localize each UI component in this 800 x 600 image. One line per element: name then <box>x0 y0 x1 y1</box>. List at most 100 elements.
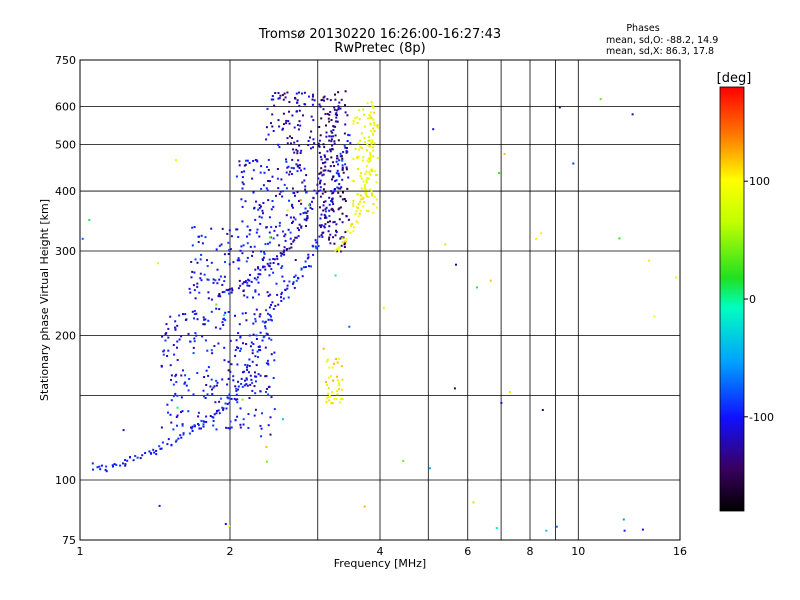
data-point <box>365 181 368 184</box>
data-point <box>270 396 273 399</box>
data-point <box>193 337 196 340</box>
data-point <box>319 206 321 209</box>
data-point <box>251 360 254 363</box>
data-point <box>281 195 284 198</box>
data-point <box>223 317 225 320</box>
data-point <box>259 390 262 393</box>
data-point <box>180 436 183 439</box>
data-point <box>333 164 336 167</box>
data-point <box>267 199 270 202</box>
data-point <box>294 194 296 197</box>
data-point <box>352 230 355 233</box>
data-point <box>271 125 274 128</box>
data-point <box>248 334 251 337</box>
data-point <box>307 256 310 259</box>
data-point <box>198 427 201 430</box>
data-point <box>285 119 288 122</box>
data-point <box>262 202 265 204</box>
data-point <box>372 106 375 109</box>
data-point <box>99 468 102 471</box>
data-point <box>188 287 191 290</box>
data-point <box>174 440 177 443</box>
data-point <box>206 393 209 396</box>
data-point <box>205 384 208 386</box>
data-point <box>194 425 196 428</box>
data-point <box>333 220 336 223</box>
data-point <box>263 252 266 255</box>
data-point <box>275 194 277 197</box>
data-point <box>211 388 213 391</box>
data-point <box>320 224 323 227</box>
data-point <box>199 277 202 280</box>
data-point <box>240 347 242 350</box>
data-point <box>270 353 273 356</box>
data-point <box>311 200 313 203</box>
y-tick-label: 300 <box>55 245 76 258</box>
data-point <box>281 291 283 294</box>
data-point <box>240 198 243 201</box>
data-point <box>206 278 209 281</box>
data-point <box>295 236 298 239</box>
data-point <box>348 134 351 137</box>
data-point <box>324 215 327 218</box>
data-point <box>310 265 312 268</box>
data-point <box>308 95 310 98</box>
data-point <box>305 174 308 177</box>
colorbar-tick-label: 0 <box>749 293 756 306</box>
data-point <box>244 200 247 203</box>
data-point <box>273 229 276 232</box>
data-point <box>335 229 337 232</box>
data-point <box>266 291 269 294</box>
data-point <box>302 212 305 215</box>
data-point <box>261 412 263 415</box>
data-point <box>332 236 334 239</box>
data-point <box>256 228 259 231</box>
data-point <box>285 160 288 163</box>
data-point <box>322 143 325 146</box>
data-point <box>290 246 293 249</box>
data-point <box>340 365 343 368</box>
data-point <box>267 312 269 315</box>
data-point <box>259 424 262 427</box>
data-point <box>180 411 182 414</box>
data-point <box>234 419 237 422</box>
data-point <box>622 518 625 521</box>
data-point <box>259 171 262 174</box>
data-point <box>254 159 257 161</box>
data-point <box>254 355 257 358</box>
data-point <box>339 250 342 253</box>
data-point <box>278 221 281 224</box>
data-point <box>341 159 344 162</box>
data-point <box>336 379 339 382</box>
data-point <box>369 155 372 158</box>
data-point <box>179 434 182 437</box>
data-point <box>187 389 190 392</box>
data-point <box>280 267 283 269</box>
data-point <box>241 181 244 184</box>
data-point <box>351 179 354 182</box>
data-point <box>301 181 304 184</box>
y-tick-label: 100 <box>55 474 76 487</box>
data-point <box>228 249 231 251</box>
data-point <box>283 92 286 95</box>
data-point <box>298 104 301 107</box>
data-point <box>192 393 195 396</box>
data-point <box>293 192 296 195</box>
data-point <box>294 274 297 277</box>
data-point <box>235 387 238 390</box>
data-point <box>335 179 338 182</box>
data-point <box>235 390 238 392</box>
data-point <box>124 463 127 466</box>
data-point <box>229 248 232 250</box>
data-point <box>300 149 303 152</box>
data-point <box>101 464 103 467</box>
data-point <box>267 158 270 161</box>
data-point <box>268 306 271 309</box>
data-point <box>339 206 342 209</box>
data-point <box>298 109 301 112</box>
data-point <box>244 312 247 315</box>
data-point <box>253 206 256 209</box>
data-point <box>295 148 298 151</box>
data-point <box>265 375 268 378</box>
data-point <box>136 456 139 459</box>
